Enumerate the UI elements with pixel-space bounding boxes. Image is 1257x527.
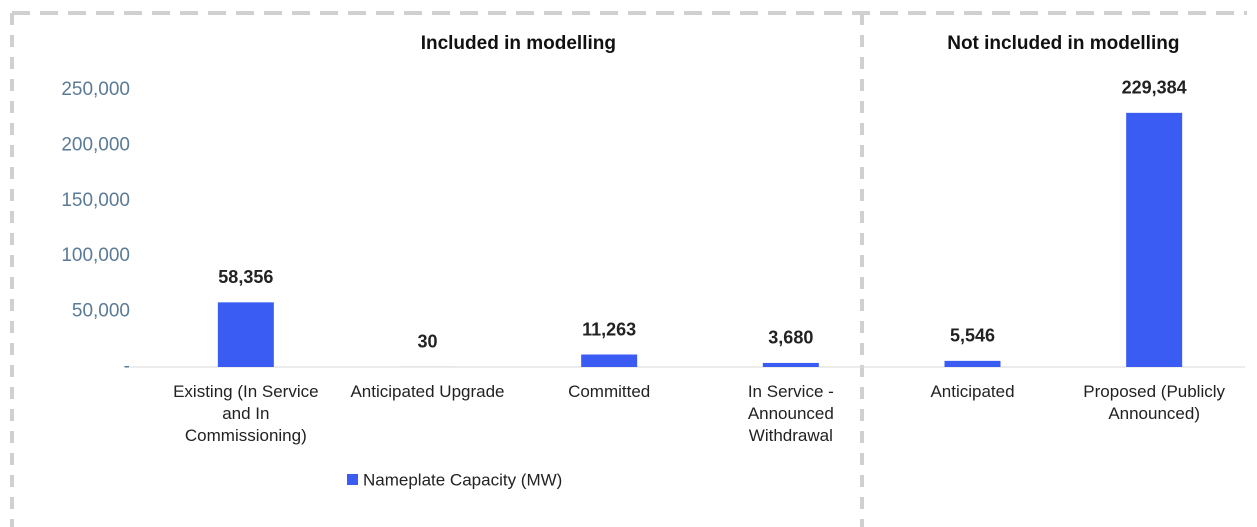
x-tick-label: Anticipated	[930, 382, 1015, 401]
bar	[581, 354, 638, 367]
y-tick-label: 100,000	[61, 245, 130, 266]
value-label: 11,263	[582, 319, 636, 339]
value-label: 3,680	[768, 328, 813, 348]
x-tick-label: In Service - Announced Withdrawal	[747, 382, 834, 445]
value-label: 229,384	[1122, 78, 1187, 98]
y-tick-label: -	[124, 356, 130, 377]
bar	[944, 360, 1001, 367]
y-tick-label: 250,000	[61, 79, 130, 100]
value-label: 30	[417, 332, 437, 352]
value-label: 5,546	[950, 326, 995, 346]
group-label: Not included in modelling	[947, 33, 1179, 54]
x-tick-label: Existing (In Service and In Commissionin…	[173, 382, 319, 445]
x-tick-label: Committed	[568, 382, 651, 401]
bar	[1126, 112, 1183, 367]
legend-swatch	[347, 474, 358, 485]
x-tick-label: Proposed (Publicly Announced)	[1083, 382, 1226, 423]
x-tick-label: Anticipated Upgrade	[350, 382, 505, 401]
bar	[762, 362, 819, 367]
value-label: 58,356	[218, 267, 273, 287]
y-tick-label: 150,000	[61, 190, 130, 211]
legend-label: Nameplate Capacity (MW)	[363, 470, 562, 489]
y-tick-label: 200,000	[61, 134, 130, 155]
y-tick-label: 50,000	[72, 301, 130, 322]
group-label: Included in modelling	[421, 33, 616, 54]
bar	[217, 302, 274, 367]
